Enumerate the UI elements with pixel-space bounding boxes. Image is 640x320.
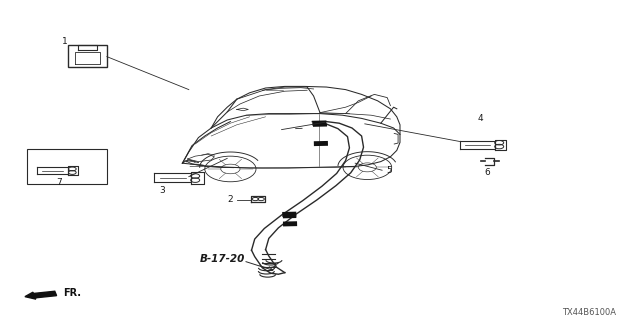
- Text: 4: 4: [477, 114, 483, 123]
- Text: FR.: FR.: [63, 288, 81, 299]
- Bar: [27, 149, 107, 184]
- Text: 1: 1: [63, 37, 68, 46]
- Text: 3: 3: [159, 186, 164, 195]
- FancyArrow shape: [25, 291, 56, 299]
- Text: 2: 2: [228, 195, 233, 204]
- Text: 7: 7: [57, 178, 62, 187]
- Text: TX44B6100A: TX44B6100A: [562, 308, 616, 317]
- Text: 6: 6: [485, 168, 490, 177]
- Text: B-17-20: B-17-20: [200, 254, 245, 264]
- Bar: [68, 45, 107, 67]
- Text: 5: 5: [387, 166, 392, 175]
